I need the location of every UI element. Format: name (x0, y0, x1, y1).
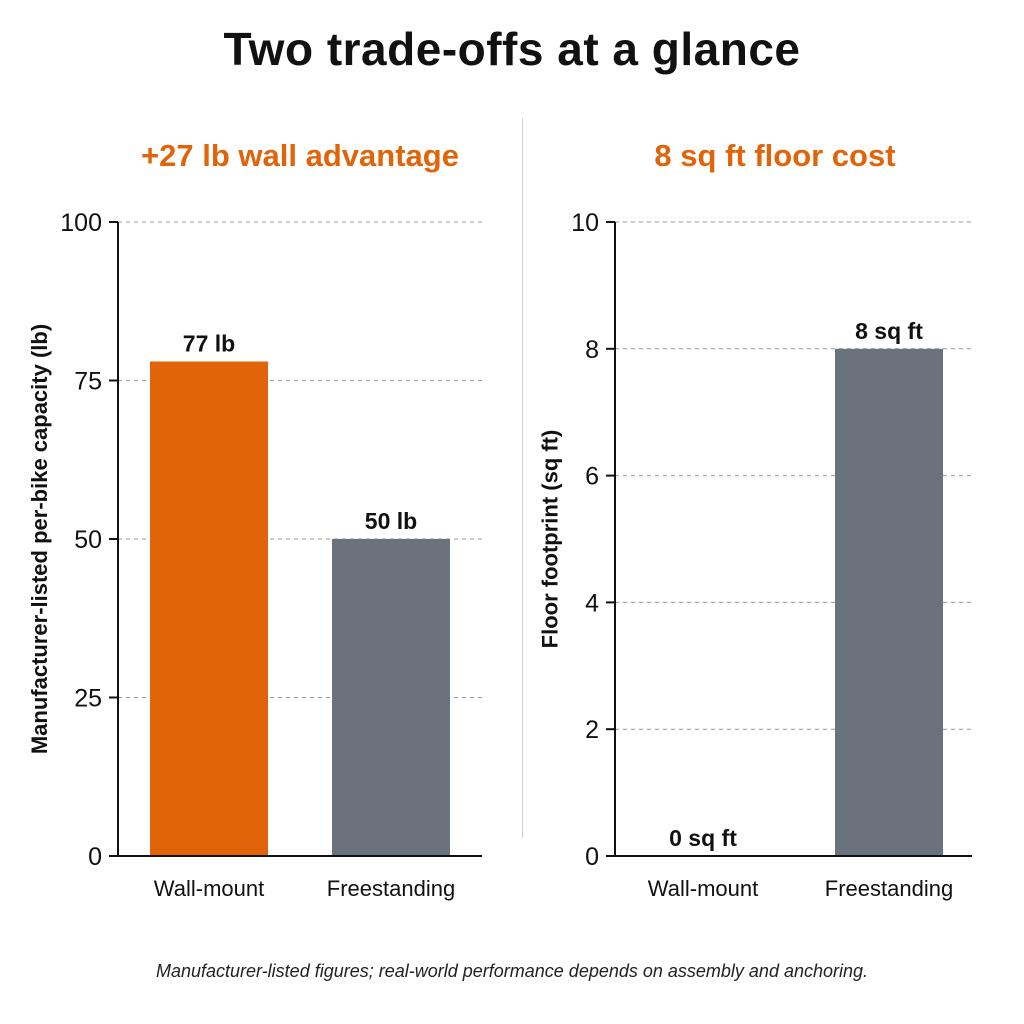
panel-divider (522, 118, 523, 838)
right-y-tick-label: 10 (571, 209, 599, 237)
right-y-tick-label: 4 (585, 589, 599, 617)
left-x-tick-label: Wall-mount (154, 876, 264, 901)
right-y-tick-label: 0 (585, 843, 599, 871)
left-y-tick-label: 25 (74, 685, 102, 713)
right-data-label: 8 sq ft (855, 318, 923, 344)
footnote: Manufacturer-listed figures; real-world … (155, 961, 869, 981)
right-bar-freestanding (835, 348, 943, 856)
right-chart-title: 8 sq ft floor cost (654, 138, 896, 173)
left-y-tick-label: 75 (74, 368, 102, 396)
left-x-tick-label: Freestanding (327, 876, 455, 901)
left-y-tick-label: 0 (88, 843, 102, 871)
right-y-tick-label: 8 (585, 336, 599, 364)
left-bar-wall-mount (150, 361, 268, 856)
right-x-tick-label: Wall-mount (648, 876, 758, 901)
right-data-label: 0 sq ft (669, 825, 737, 851)
left-chart-title: +27 lb wall advantage (141, 138, 459, 173)
left-bar-freestanding (332, 539, 450, 856)
left-y-tick-label: 100 (60, 209, 102, 237)
left-data-label: 77 lb (183, 330, 235, 356)
right-y-tick-label: 2 (585, 716, 599, 744)
left-y-tick-label: 50 (74, 526, 102, 554)
right-x-tick-label: Freestanding (825, 876, 953, 901)
right-y-tick-label: 6 (585, 463, 599, 491)
left-data-label: 50 lb (365, 508, 417, 534)
page-title: Two trade-offs at a glance (223, 23, 801, 75)
